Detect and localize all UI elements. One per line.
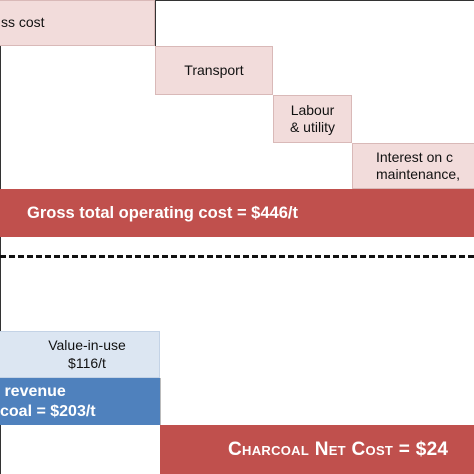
revenue-total-label: revenue coal = $203/t	[0, 382, 96, 420]
cost-step-transport-label: Transport	[184, 61, 244, 78]
gross-total-label: Gross total operating cost = $446/t	[27, 203, 298, 222]
cost-step-process-label: ss cost	[1, 14, 45, 31]
cost-step-labour-label: Labour & utility	[289, 101, 336, 136]
cost-step-interest: Interest on c maintenance,	[352, 143, 474, 189]
cost-step-labour: Labour & utility	[273, 95, 352, 143]
cost-step-divider-1	[155, 0, 156, 46]
value-in-use-box: Value-in-use $116/t	[0, 331, 160, 378]
cost-step-process: ss cost	[0, 0, 155, 46]
revenue-divider	[160, 378, 161, 425]
net-cost-label: Charcoal Net Cost = $24	[228, 438, 449, 460]
value-in-use-label: Value-in-use $116/t	[48, 337, 126, 371]
net-cost-bar: Charcoal Net Cost = $24	[160, 425, 474, 474]
cost-step-transport: Transport	[155, 46, 273, 95]
chart-frame-left	[0, 0, 1, 474]
gross-total-bar: Gross total operating cost = $446/t	[0, 189, 474, 237]
chart-frame-top	[0, 0, 474, 1]
revenue-total-bar: revenue coal = $203/t	[0, 378, 160, 425]
cost-step-interest-label: Interest on c maintenance,	[376, 148, 461, 183]
section-divider	[0, 255, 474, 258]
